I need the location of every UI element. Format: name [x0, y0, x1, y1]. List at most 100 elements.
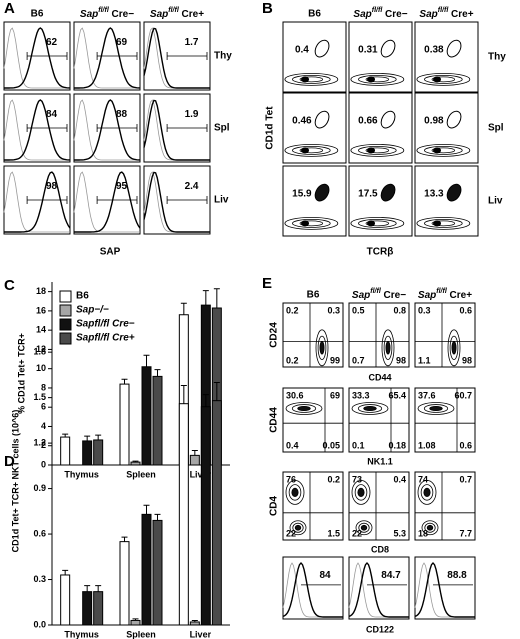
- plot-frame: [143, 93, 211, 163]
- contour: [363, 405, 377, 411]
- error-bar: [143, 504, 150, 515]
- plot-frame: [348, 302, 410, 368]
- y-tick-label: 4: [41, 421, 46, 431]
- quadrant-value: 74: [418, 474, 428, 484]
- x-tick-label: Liver: [190, 469, 212, 479]
- header-sup: fl/fl: [98, 7, 110, 14]
- plot-frame: [73, 93, 141, 163]
- quadrant-value: 0.7: [459, 474, 472, 484]
- x-axis-label: CD8: [371, 544, 389, 554]
- contour: [365, 220, 390, 227]
- error-bar: [143, 354, 150, 367]
- contour: [449, 335, 459, 360]
- y-tick-label: 8: [41, 382, 46, 392]
- plot-frame: [282, 165, 347, 237]
- plot-frame: [3, 21, 71, 91]
- contour: [297, 405, 311, 411]
- y-tick-label: 0.6: [33, 528, 46, 538]
- contour: [417, 479, 437, 505]
- y-tick-label: 1.8: [33, 347, 46, 357]
- contour: [423, 404, 449, 413]
- gate-value: 15.9: [292, 189, 312, 200]
- contour: [367, 147, 376, 154]
- contour: [350, 216, 405, 230]
- bar: [152, 519, 163, 626]
- contour: [429, 405, 443, 411]
- x-tick-label: Spleen: [126, 469, 156, 479]
- gate-value: 2.4: [185, 181, 199, 192]
- contour: [285, 402, 323, 415]
- plot-frame: [348, 387, 410, 453]
- error-bar: [180, 385, 187, 404]
- row-label: Liv: [214, 195, 229, 206]
- gate-value: 0.4: [295, 45, 309, 56]
- gate: [26, 124, 68, 132]
- contour: [426, 524, 434, 531]
- histogram: [4, 99, 70, 161]
- gate-value: 0.98: [424, 116, 444, 127]
- quadrant-value: 65.4: [388, 390, 406, 400]
- histogram: [3, 171, 70, 233]
- header-after: Cre+: [448, 9, 473, 20]
- histogram: [143, 27, 210, 89]
- contour: [292, 522, 304, 533]
- bar: [60, 574, 71, 626]
- gate-value: 88: [116, 109, 128, 120]
- gate: [380, 183, 396, 202]
- contour: [350, 73, 405, 86]
- quadrant-value: 0.7: [352, 355, 365, 365]
- histogram: [74, 99, 140, 161]
- gate-value: 95: [116, 181, 128, 192]
- bar: [189, 621, 200, 626]
- contour: [292, 75, 331, 84]
- quadrant-value: 98: [462, 355, 472, 365]
- plot-frame: [414, 92, 479, 164]
- contour: [431, 76, 456, 83]
- plot-frame: [73, 21, 141, 91]
- plot-frame: [3, 165, 71, 235]
- y-axis-label: CD1d Tet: [265, 106, 276, 150]
- legend-swatch: [59, 304, 72, 317]
- gate: [446, 183, 462, 202]
- column-header: B6: [31, 9, 44, 20]
- plot-frame: [348, 165, 413, 237]
- legend-swatch: [59, 290, 72, 303]
- contour: [358, 75, 397, 84]
- plot-frame: [143, 165, 211, 235]
- quadrant-value: 33.3: [352, 390, 370, 400]
- contour: [424, 145, 463, 155]
- plot-frame: [348, 471, 410, 541]
- quadrant-value: 0.2: [327, 474, 340, 484]
- gate: [26, 52, 68, 60]
- contour: [301, 76, 310, 83]
- header-sup: fl/fl: [438, 7, 450, 14]
- legend-label: Sapfl/fl Cre+: [76, 333, 135, 344]
- column-header: Sapfl/fl Cre−: [353, 7, 407, 20]
- error-bar: [84, 585, 91, 592]
- histogram: [143, 171, 210, 233]
- gate-value: 84.7: [381, 570, 401, 581]
- contour: [365, 76, 390, 83]
- panel-letter: B: [262, 0, 273, 17]
- x-tick-label: Spleen: [126, 629, 156, 639]
- gate: [314, 39, 330, 58]
- quadrant-value: 1.5: [327, 528, 340, 538]
- gate: [166, 196, 208, 204]
- contour: [447, 329, 461, 367]
- gate: [446, 39, 462, 58]
- gate-value: 88.8: [447, 570, 467, 581]
- y-tick-label: 14: [36, 325, 46, 335]
- x-tick-label: Thymus: [64, 469, 99, 479]
- error-bar: [121, 536, 128, 542]
- bar: [152, 375, 163, 466]
- contour: [355, 520, 373, 536]
- x-axis-label: SAP: [100, 247, 121, 258]
- error-bar: [191, 619, 198, 622]
- bar: [130, 619, 141, 626]
- histogram: [143, 99, 210, 161]
- gate: [26, 196, 68, 204]
- quadrant-value: 98: [396, 355, 406, 365]
- contour: [315, 329, 329, 367]
- histogram: [74, 171, 141, 233]
